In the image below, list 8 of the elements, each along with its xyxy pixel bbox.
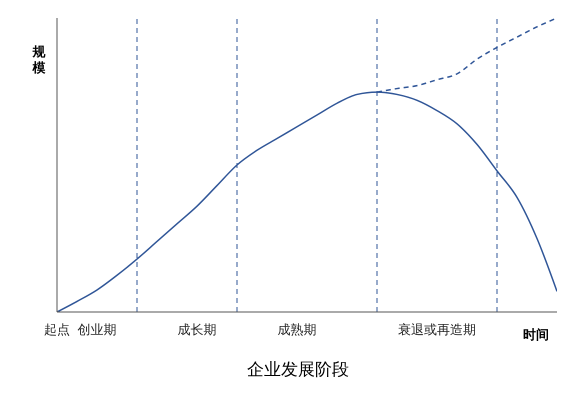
x-axis-title: 时间	[523, 326, 549, 344]
text: 企业发展阶段	[246, 359, 350, 381]
x-tick-label: 创业期	[78, 322, 116, 337]
y-axis-title: 规模	[31, 44, 46, 76]
x-tick-label: 成长期	[178, 322, 216, 337]
x-tick-label: 起点	[44, 322, 70, 337]
x-tick-label: 衰退或再造期	[398, 322, 476, 337]
x-tick-label: 成熟期	[278, 322, 316, 337]
